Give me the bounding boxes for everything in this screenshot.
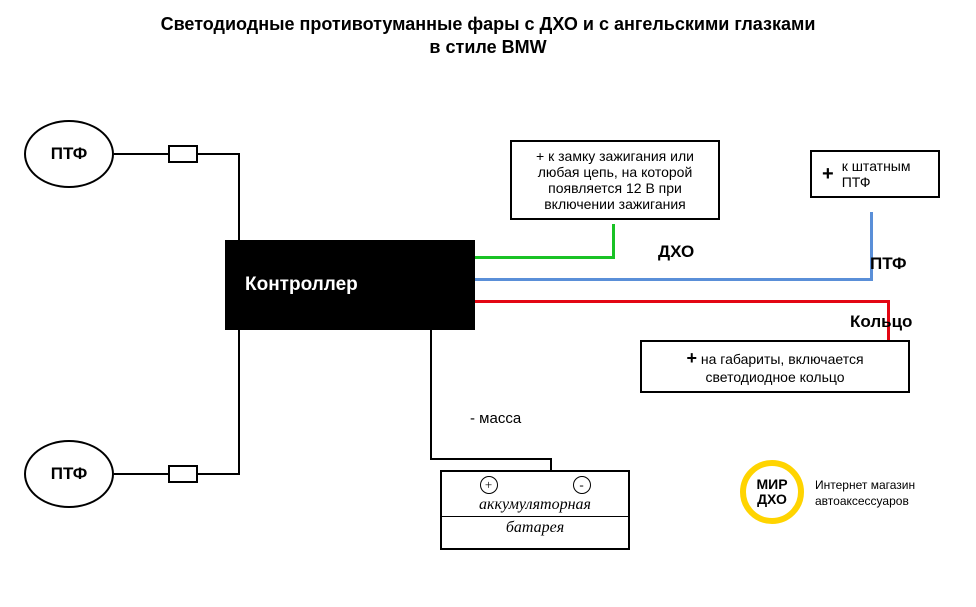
battery-line1: аккумуляторная (442, 496, 628, 514)
label-dho: ДХО (658, 242, 694, 262)
wire-mass-h (430, 458, 550, 460)
label-ring: Кольцо (850, 312, 912, 332)
logo-line1: МИР (756, 477, 787, 492)
box-ptf-plus-text: к штатным ПТФ (842, 158, 928, 190)
wire-ptf1-h (114, 153, 168, 155)
logo-line2: ДХО (756, 492, 787, 507)
controller: Контроллер (225, 240, 475, 330)
wire-ptf-blue (475, 278, 873, 281)
logo-caption2: автоаксессуаров (815, 494, 915, 510)
box-ptf-plus: + к штатным ПТФ (810, 150, 940, 198)
controller-label: Контроллер (245, 274, 358, 296)
label-mass: - масса (470, 410, 521, 427)
wire-ptf2-h (114, 473, 168, 475)
logo-caption1: Интернет магазин (815, 478, 915, 494)
wire-dho-h (475, 256, 615, 259)
ptf-bottom: ПТФ (24, 440, 114, 508)
wire-mass-v (430, 330, 432, 460)
logo-caption: Интернет магазин автоаксессуаров (815, 478, 915, 509)
wire-fuse1-h (198, 153, 240, 155)
fuse-top (168, 145, 198, 163)
box-ring: + на габариты, включается светодиодное к… (640, 340, 910, 393)
wire-fuse2-v (238, 328, 240, 475)
label-ptf-blue: ПТФ (870, 254, 906, 274)
logo-ring: МИР ДХО (740, 460, 804, 524)
box-ring-text: на габариты, включается светодиодное кол… (701, 351, 864, 385)
wire-fuse2-h (198, 473, 240, 475)
box-ptf-plus-sign: + (822, 163, 834, 186)
fuse-bottom (168, 465, 198, 483)
title-line1: Светодиодные противотуманные фары с ДХО … (0, 14, 976, 35)
page-title: Светодиодные противотуманные фары с ДХО … (0, 14, 976, 58)
ptf-top-label: ПТФ (51, 144, 87, 164)
title-line2: в стиле BMW (0, 37, 976, 58)
wire-ring-h (475, 300, 890, 303)
wire-fuse1-v (238, 153, 240, 242)
ptf-bottom-label: ПТФ (51, 464, 87, 484)
battery: + - аккумуляторная батарея (440, 470, 630, 550)
wire-dho-v (612, 224, 615, 259)
battery-plus-terminal: + (480, 476, 498, 494)
battery-line2: батарея (442, 519, 628, 537)
box-ignition: + к замку зажигания или любая цепь, на к… (510, 140, 720, 220)
battery-minus-terminal: - (573, 476, 591, 494)
box-ignition-text: + к замку зажигания или любая цепь, на к… (536, 148, 694, 212)
ptf-top: ПТФ (24, 120, 114, 188)
box-ring-plus: + (686, 348, 697, 368)
